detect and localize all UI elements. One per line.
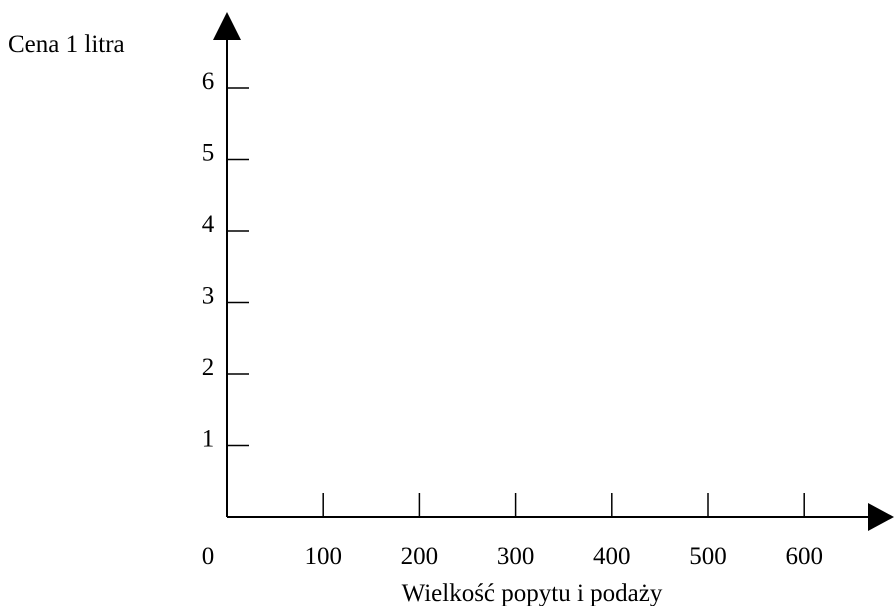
x-tick-label: 100: [304, 543, 342, 570]
y-tick-label: 3: [202, 283, 215, 310]
x-tick-label: 500: [689, 543, 727, 570]
y-axis-title: Cena 1 litra: [8, 31, 125, 58]
y-tick-label: 5: [202, 140, 215, 167]
x-tick-label: 200: [401, 543, 439, 570]
y-tick-label: 1: [202, 426, 215, 453]
x-tick-label: 400: [593, 543, 631, 570]
x-origin-label: 0: [202, 543, 215, 570]
y-tick-label: 6: [202, 68, 215, 95]
y-tick-label: 2: [202, 354, 215, 381]
y-axis-arrow-icon: [213, 12, 241, 40]
x-tick-label: 600: [785, 543, 823, 570]
x-tick-label: 300: [497, 543, 535, 570]
y-ticks: 1 2 3 4 5 6: [202, 68, 249, 453]
x-axis-title: Wielkość popytu i podaży: [402, 580, 663, 606]
x-ticks: 100 200 300 400 500 600: [304, 493, 823, 570]
x-axis-arrow-icon: [868, 503, 894, 531]
y-tick-label: 4: [202, 211, 215, 238]
